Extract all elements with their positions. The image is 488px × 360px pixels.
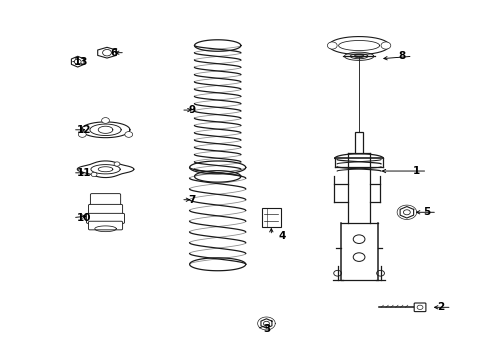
Text: 10: 10 bbox=[76, 213, 91, 222]
Text: 7: 7 bbox=[188, 195, 195, 205]
Circle shape bbox=[102, 118, 109, 123]
Circle shape bbox=[74, 59, 81, 64]
FancyBboxPatch shape bbox=[88, 204, 122, 216]
Text: 13: 13 bbox=[73, 57, 88, 67]
FancyBboxPatch shape bbox=[86, 213, 124, 224]
Text: 9: 9 bbox=[188, 105, 195, 115]
Circle shape bbox=[91, 172, 97, 177]
Text: 2: 2 bbox=[436, 302, 444, 312]
FancyBboxPatch shape bbox=[354, 132, 362, 153]
Text: 11: 11 bbox=[76, 168, 91, 178]
Text: 8: 8 bbox=[398, 51, 405, 61]
Circle shape bbox=[263, 321, 269, 325]
Circle shape bbox=[114, 162, 120, 166]
Text: 3: 3 bbox=[263, 324, 270, 334]
FancyBboxPatch shape bbox=[90, 194, 121, 207]
Text: 5: 5 bbox=[422, 207, 429, 217]
FancyBboxPatch shape bbox=[88, 221, 122, 230]
Circle shape bbox=[327, 42, 336, 49]
Circle shape bbox=[403, 210, 409, 215]
Circle shape bbox=[124, 132, 132, 137]
Circle shape bbox=[380, 42, 390, 49]
Text: 6: 6 bbox=[110, 48, 118, 58]
Circle shape bbox=[78, 132, 86, 137]
Text: 1: 1 bbox=[412, 166, 419, 176]
FancyBboxPatch shape bbox=[413, 303, 425, 312]
Circle shape bbox=[102, 49, 111, 56]
FancyBboxPatch shape bbox=[262, 208, 280, 227]
Circle shape bbox=[416, 305, 422, 310]
Text: 4: 4 bbox=[278, 231, 285, 240]
Text: 12: 12 bbox=[76, 125, 91, 135]
